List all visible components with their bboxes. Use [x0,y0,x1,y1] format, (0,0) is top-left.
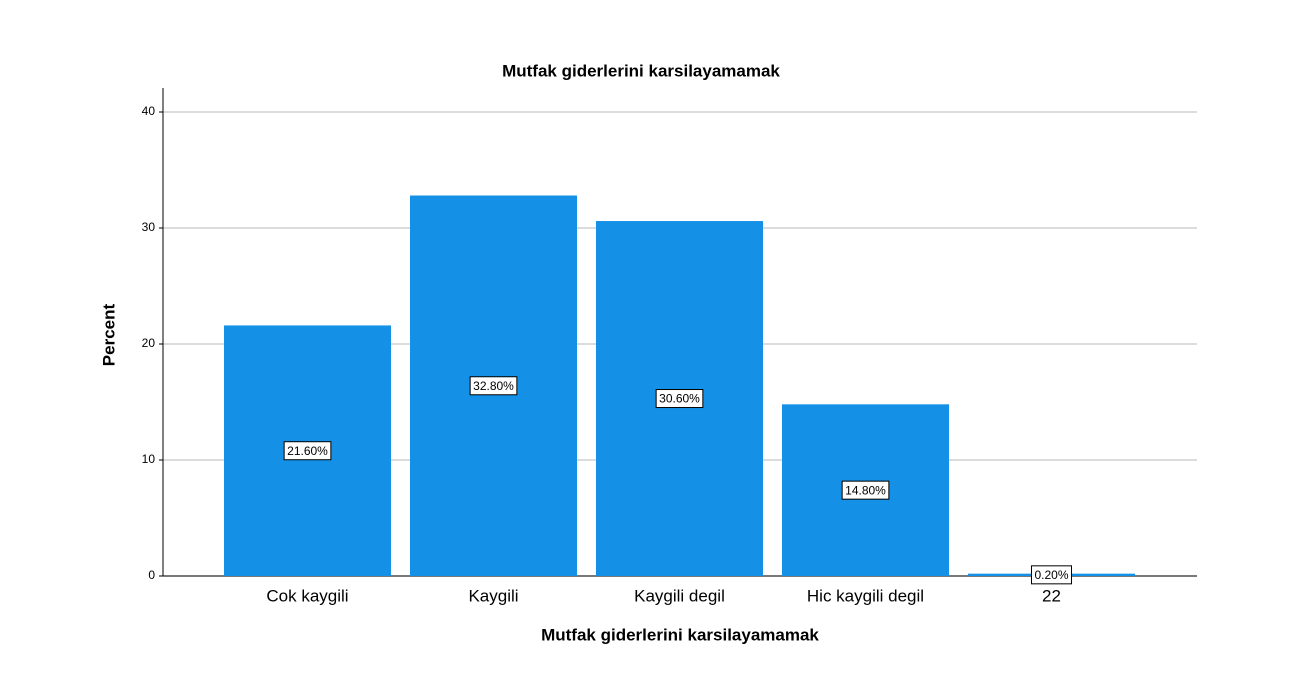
value-label: 32.80% [473,379,514,393]
value-label: 30.60% [659,392,700,406]
value-label-box [1030,565,1073,585]
chart-title: Mutfak giderlerini karsilayamamak [502,61,780,80]
x-tick-label: Hic kaygili degil [807,586,924,605]
y-axis-title: Percent [99,303,118,366]
y-tick-label: 10 [142,452,156,466]
y-tick-label: 40 [142,104,156,118]
y-tick-label: 30 [142,220,156,234]
value-label-box [841,480,890,500]
value-label: 0.20% [1034,568,1068,582]
x-tick-label: Kaygili degil [634,586,725,605]
labels: 21.60% 32.80% 30.60% 14.80% 0.20% [283,376,1073,585]
x-tick-label: Cok kaygili [266,586,348,605]
bars [224,195,1135,577]
x-tick-label: 22 [1042,586,1061,605]
x-tick-label: Kaygili [468,586,518,605]
value-label-box [655,389,704,409]
value-label-box [283,441,332,461]
value-label-box [469,376,518,396]
value-label: 14.80% [845,483,886,497]
y-tick-label: 0 [148,568,155,582]
y-tick-label: 20 [142,336,156,350]
value-label: 21.60% [287,444,328,458]
x-axis-title: Mutfak giderlerini karsilayamamak [541,625,819,644]
